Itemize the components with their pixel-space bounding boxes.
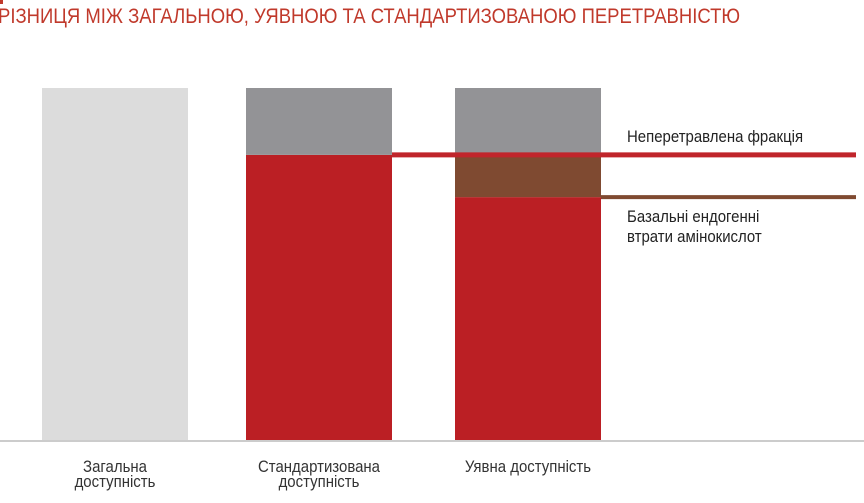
title-accent [0,0,3,4]
annotation-label-endogenous: Базальні ендогенні втрати амінокислот [627,207,762,246]
x-tick-label-line: доступність [278,472,360,491]
bar-segment-endogenous-3 [455,154,601,198]
bar-segment-undigested-3 [455,88,601,155]
bar-segment-total-1 [42,88,188,440]
x-tick-label-line: Стандартизована [257,457,381,476]
x-tick-label-1: Загальна доступність [27,457,203,491]
x-tick-label-line: Уявна доступність [464,457,592,476]
bar-segment-digestible-2 [246,154,392,440]
annotation-label-undigested: Неперетравлена фракція [627,127,804,146]
bar-segment-undigested-2 [246,88,392,155]
bar-segment-digestible-3 [455,197,601,440]
x-tick-label-3: Уявна доступність [440,457,616,476]
x-tick-label-line: доступність [74,472,156,491]
x-tick-label-line: Загальна [83,457,147,476]
x-tick-label-2: Стандартизована доступність [231,457,407,491]
chart-title: РІЗНИЦЯ МІЖ ЗАГАЛЬНОЮ, УЯВНОЮ ТА СТАНДАР… [0,5,741,28]
